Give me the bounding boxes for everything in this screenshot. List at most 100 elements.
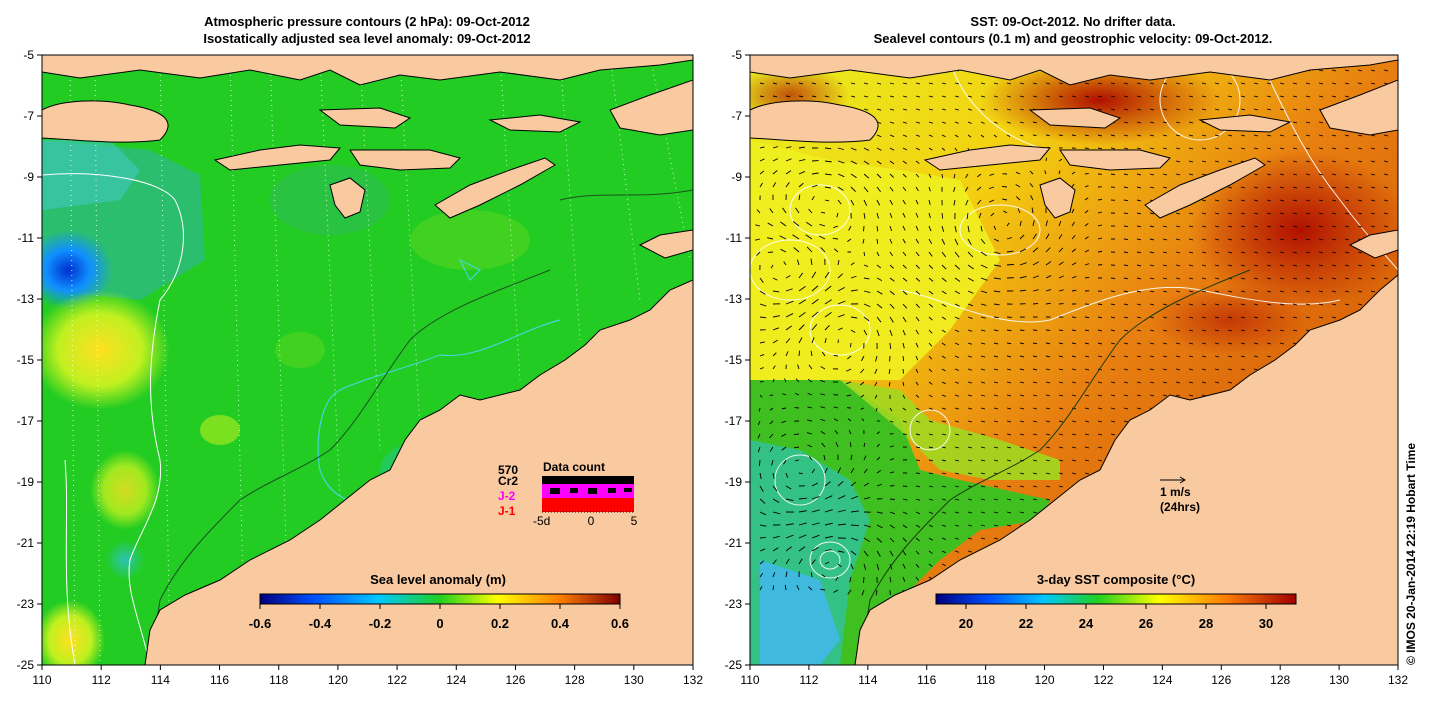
velocity-arrow [980, 524, 986, 527]
velocity-arrow [1006, 407, 1012, 410]
velocity-arrow [1266, 212, 1272, 215]
velocity-arrow [902, 563, 906, 569]
velocity-arrow [1123, 407, 1129, 410]
velocity-arrow [1240, 368, 1246, 371]
velocity-arrow [759, 536, 766, 539]
velocity-arrow [954, 498, 960, 501]
velocity-arrow [889, 121, 895, 124]
velocity-arrow [1383, 173, 1389, 176]
velocity-arrow [980, 342, 986, 345]
velocity-arrow [967, 329, 973, 332]
velocity-arrow [837, 481, 844, 487]
right-lon-label: 126 [1211, 673, 1231, 687]
velocity-arrow [1331, 95, 1337, 98]
velocity-arrow [783, 459, 787, 465]
velocity-arrow [798, 82, 804, 85]
velocity-arrow [1318, 173, 1324, 176]
velocity-arrow [1045, 459, 1051, 462]
velocity-arrow [953, 199, 956, 206]
velocity-arrow [967, 511, 973, 514]
sst-colorbar-title: 3-day SST composite (°C) [1037, 572, 1195, 587]
velocity-arrow [1253, 108, 1259, 111]
velocity-arrow [772, 378, 775, 383]
velocity-arrow [1058, 407, 1064, 410]
velocity-arrow [941, 121, 946, 124]
velocity-arrow [824, 467, 828, 474]
velocity-arrow [1253, 355, 1259, 358]
velocity-arrow [1006, 250, 1014, 253]
velocity-arrow [993, 355, 999, 358]
velocity-arrow [993, 251, 1001, 255]
velocity-arrow [941, 407, 946, 410]
velocity-arrow [993, 342, 999, 345]
velocity-arrow [1357, 173, 1363, 176]
velocity-arrow [1058, 368, 1064, 371]
velocity-arrow [1097, 342, 1103, 345]
velocity-arrow [1071, 262, 1077, 266]
velocity-arrow [850, 495, 858, 500]
velocity-arrow [993, 511, 999, 514]
velocity-arrow [967, 524, 973, 527]
velocity-arrow [1383, 277, 1389, 280]
velocity-arrow [811, 184, 818, 188]
velocity-arrow [1188, 290, 1194, 293]
velocity-arrow [1162, 225, 1168, 228]
data-count-max: 570 [498, 463, 518, 477]
velocity-arrow [1357, 69, 1363, 72]
data-count-axis-mid: 0 [588, 514, 595, 528]
velocity-arrow [1279, 108, 1285, 111]
velocity-arrow [1188, 173, 1194, 176]
velocity-arrow [785, 275, 791, 279]
velocity-arrow [928, 329, 933, 334]
velocity-arrow [863, 212, 866, 219]
velocity-arrow [915, 511, 921, 515]
velocity-arrow [915, 342, 919, 348]
velocity-arrow [792, 234, 800, 240]
velocity-arrow [876, 303, 883, 309]
velocity-arrow [833, 225, 839, 229]
velocity-arrow [1084, 316, 1090, 319]
velocity-arrow [993, 225, 997, 230]
velocity-arrow [1266, 108, 1272, 111]
velocity-arrow [1019, 95, 1024, 98]
velocity-arrow [1097, 237, 1103, 240]
velocity-arrow [941, 147, 946, 151]
velocity-arrow [889, 290, 895, 296]
velocity-arrow [1292, 277, 1298, 280]
velocity-arrow [1227, 134, 1233, 137]
velocity-arrow [811, 482, 819, 487]
velocity-arrow [902, 186, 907, 192]
velocity-arrow [928, 537, 933, 541]
velocity-arrow [759, 472, 762, 480]
velocity-arrow [805, 234, 813, 240]
velocity-arrow [954, 329, 960, 333]
velocity-arrow [1058, 355, 1064, 358]
velocity-arrow [941, 212, 944, 219]
velocity-arrow [1162, 303, 1168, 306]
velocity-arrow [1318, 303, 1324, 306]
velocity-arrow [876, 108, 882, 111]
velocity-arrow [820, 418, 826, 422]
velocity-arrow [1318, 212, 1324, 215]
velocity-arrow [902, 134, 908, 137]
velocity-arrow [798, 272, 804, 279]
velocity-arrow [1370, 186, 1376, 189]
velocity-arrow [772, 82, 778, 85]
velocity-arrow [1305, 186, 1311, 189]
velocity-arrow [1084, 329, 1090, 332]
velocity-arrow [988, 186, 995, 190]
velocity-arrow [1344, 69, 1350, 72]
sla-colorbar-tick-label: -0.4 [309, 616, 332, 631]
velocity-arrow [850, 467, 855, 474]
velocity-arrow [1045, 302, 1051, 305]
velocity-arrow [1305, 134, 1311, 137]
velocity-arrow [850, 454, 853, 461]
velocity-arrow [1357, 251, 1363, 254]
velocity-arrow [1201, 147, 1207, 150]
velocity-arrow [1253, 316, 1259, 319]
velocity-arrow [954, 95, 959, 98]
velocity-arrow [1240, 238, 1246, 241]
velocity-arrow [1292, 82, 1298, 85]
velocity-arrow [889, 407, 893, 412]
velocity-arrow [1188, 368, 1194, 371]
